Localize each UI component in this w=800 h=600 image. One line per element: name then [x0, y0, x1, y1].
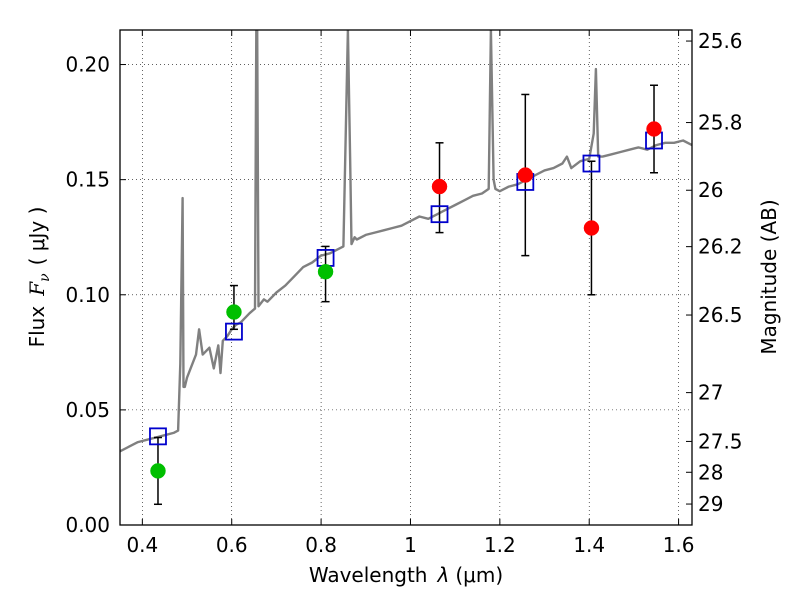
y-tick-label: 0.05: [65, 398, 110, 422]
x-tick-label: 1: [404, 533, 417, 557]
model-spectrum-line: [120, 30, 692, 453]
model-photometry-square: [149, 427, 167, 446]
model-photometry-square: [225, 322, 243, 341]
y-tick-label: 0.00: [65, 513, 110, 537]
observed-flux-point: [517, 167, 534, 183]
x-tick-label: 1.4: [573, 533, 605, 557]
x-axis-label: Wavelength λ (μm): [309, 563, 503, 587]
y-tick-label: 0.15: [65, 168, 110, 192]
plot-frame: [119, 29, 693, 526]
observed-flux-point: [150, 463, 166, 479]
y2-tick-label: 25.6: [698, 29, 743, 53]
model-photometry-square: [582, 154, 601, 173]
error-bars: [153, 84, 659, 506]
grid: [120, 30, 692, 526]
y-tick-label: 0.10: [65, 283, 110, 307]
y-tick-label: 0.20: [65, 53, 110, 77]
observed-flux-point: [317, 263, 334, 280]
y2-tick-label: 26: [698, 178, 723, 202]
x-tick-label: 0.4: [126, 533, 158, 557]
y2-axis-label: Magnitude (AB): [757, 199, 781, 354]
model-photometry-square: [430, 205, 449, 224]
y2-tick-label: 26.5: [698, 303, 743, 327]
y2-tick-label: 27.5: [698, 429, 743, 453]
x-tick-label: 1.2: [484, 533, 516, 557]
observed-flux-point: [226, 304, 242, 320]
data-markers: [149, 121, 663, 479]
axis-ticks: 0.4 0.6 0.8 1 1.2 1.4 1.6 0.00 0.05 0.10 0.15 0.20 2…: [65, 29, 742, 557]
y2-tick-label: 27: [698, 381, 723, 405]
observed-flux-point: [583, 220, 600, 236]
y2-tick-label: 29: [698, 492, 723, 516]
y2-tick-label: 28: [698, 460, 723, 484]
y-axis-label: FluxFν( μJy ): [25, 207, 53, 348]
observed-flux-point: [646, 121, 662, 137]
x-tick-label: 1.6: [663, 533, 695, 557]
y2-tick-label: 25.8: [698, 111, 743, 135]
y2-tick-label: 26.2: [698, 235, 743, 259]
observed-flux-point: [431, 178, 448, 195]
x-tick-label: 0.8: [305, 533, 337, 557]
x-tick-label: 0.6: [216, 533, 248, 557]
